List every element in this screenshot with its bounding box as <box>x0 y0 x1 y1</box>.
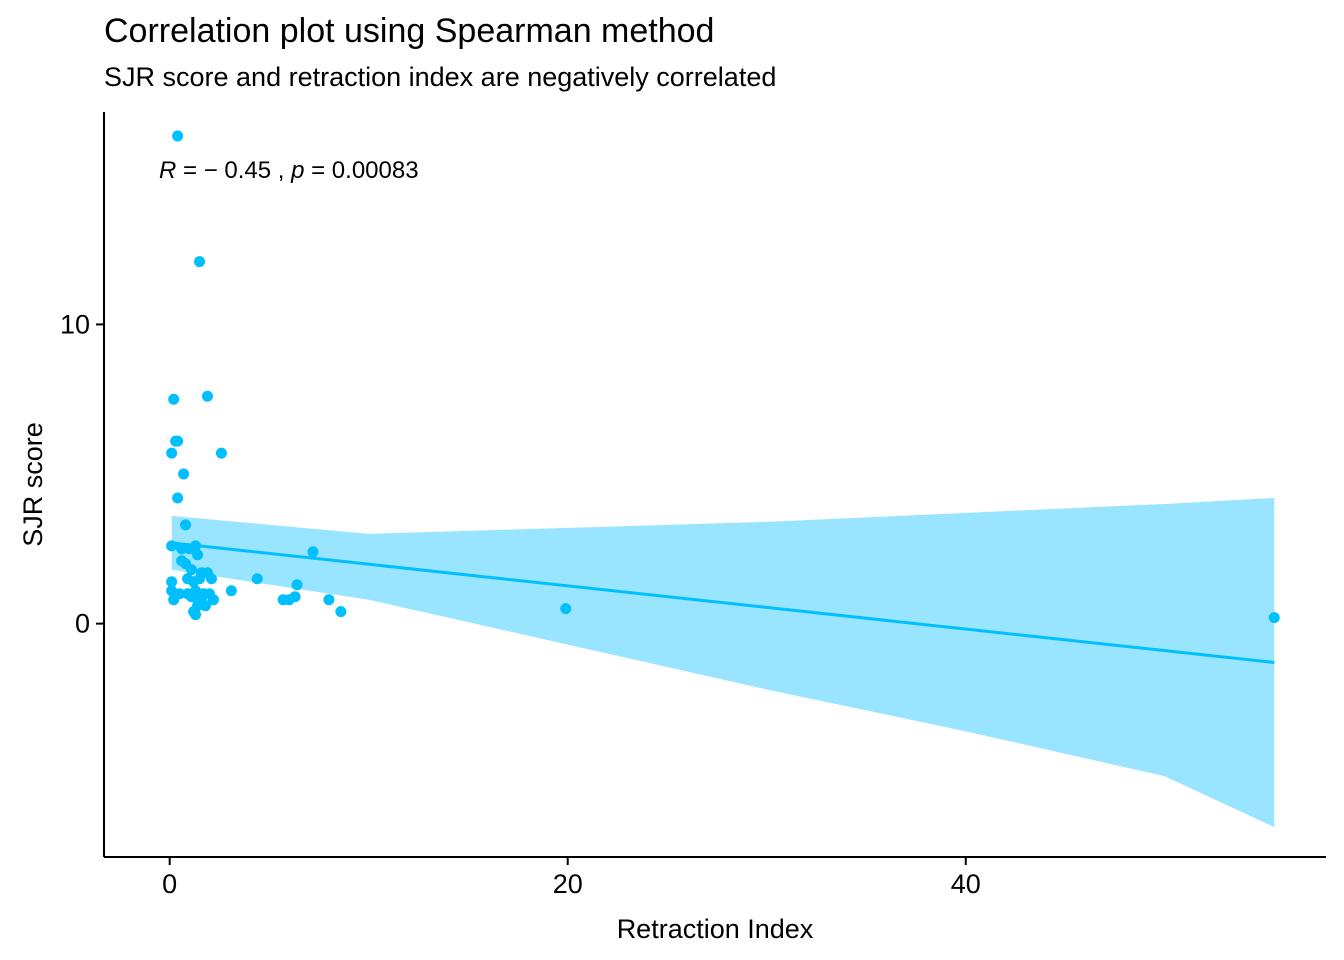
x-axis-label: Retraction Index <box>617 914 814 944</box>
chart-subtitle: SJR score and retraction index are negat… <box>104 62 777 92</box>
regression-line <box>171 541 1275 665</box>
data-point <box>186 564 198 576</box>
data-point <box>168 594 180 606</box>
p-symbol: p <box>290 157 304 184</box>
chart-title: Correlation plot using Spearman method <box>104 12 715 50</box>
y-axis-ticks: 0 10 <box>60 309 104 639</box>
data-point <box>166 447 178 459</box>
data-point <box>323 594 335 606</box>
data-point <box>168 393 180 405</box>
data-point <box>192 549 204 561</box>
y-axis-label: SJR score <box>18 422 48 547</box>
data-point <box>176 543 188 555</box>
confidence-band <box>171 497 1275 828</box>
data-point <box>201 390 213 402</box>
data-point <box>178 468 190 480</box>
r-symbol: R <box>159 157 176 184</box>
data-point <box>225 585 237 597</box>
x-axis-ticks: 0 20 40 <box>162 857 981 899</box>
data-point <box>172 492 184 504</box>
x-tick-label: 40 <box>951 869 981 899</box>
p-value: = 0.00083 <box>304 157 418 184</box>
data-point <box>200 600 212 612</box>
data-point <box>172 435 184 447</box>
data-point <box>335 606 347 618</box>
data-point <box>205 573 217 585</box>
data-point <box>560 603 572 615</box>
r-value: = − 0.45 , <box>176 157 291 184</box>
data-point <box>291 579 303 591</box>
data-point <box>166 540 178 552</box>
confidence-band-layer <box>171 497 1275 828</box>
y-tick-label: 0 <box>75 609 90 639</box>
data-point <box>190 540 202 552</box>
data-point <box>289 591 301 603</box>
data-point <box>1268 612 1280 624</box>
data-point <box>186 591 198 603</box>
correlation-annotation: R = − 0.45 , p = 0.00083 <box>159 157 419 184</box>
data-point <box>207 594 219 606</box>
data-point <box>190 609 202 621</box>
x-tick-label: 0 <box>162 869 177 899</box>
data-point <box>194 573 206 585</box>
data-point <box>215 447 227 459</box>
y-tick-label: 10 <box>60 309 90 339</box>
x-tick-label: 20 <box>553 869 583 899</box>
data-point <box>307 546 319 558</box>
data-point <box>172 130 184 142</box>
data-points <box>166 130 1280 624</box>
data-point <box>166 576 178 588</box>
data-point <box>194 256 206 268</box>
data-point <box>251 573 263 585</box>
data-point <box>180 519 192 531</box>
